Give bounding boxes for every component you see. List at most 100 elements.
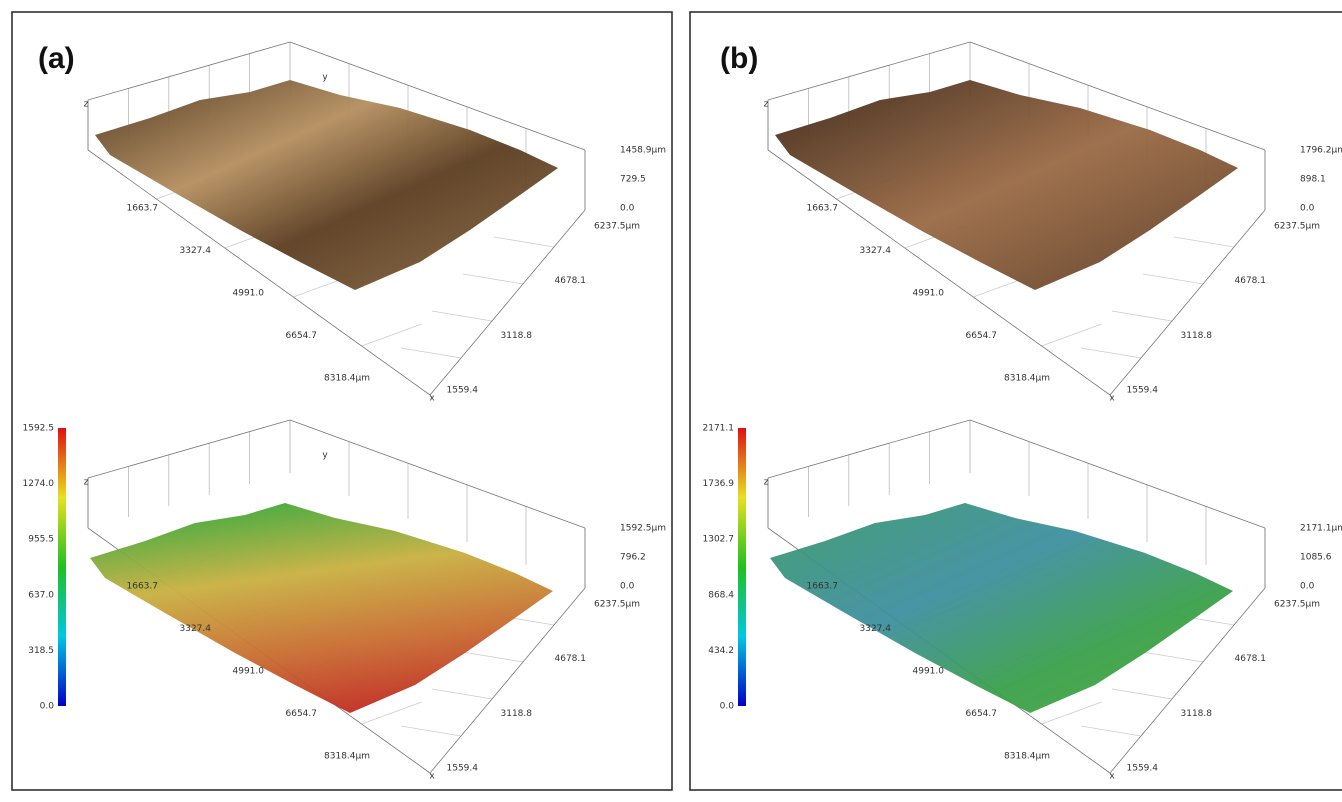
x-tick-label: 6654.7 xyxy=(286,331,318,341)
x-tick-label: 8318.4μm xyxy=(324,752,370,762)
grid-line xyxy=(432,311,492,321)
x-tick-label: 6654.7 xyxy=(966,709,998,719)
axis-line xyxy=(290,420,585,528)
colorbar xyxy=(738,428,746,706)
surface xyxy=(95,80,558,290)
z-tick-label: 1458.9μm xyxy=(620,146,666,156)
z-tick-label: 1085.6 xyxy=(1300,553,1332,563)
axis-name: x xyxy=(1109,394,1115,404)
z-tick-label: 0.0 xyxy=(1300,204,1315,214)
x-tick-label: 8318.4μm xyxy=(1004,374,1050,384)
z-tick-label: 0.0 xyxy=(620,582,635,592)
axis-name: y xyxy=(322,73,328,83)
z-tick-label: 729.5 xyxy=(620,175,646,185)
grid-line xyxy=(432,689,492,699)
axis-name: z xyxy=(764,478,769,488)
y-tick-label: 6237.5μm xyxy=(594,600,640,610)
grid-line xyxy=(401,348,461,358)
surface xyxy=(770,503,1233,713)
z-tick-label: 1592.5μm xyxy=(620,524,666,534)
x-tick-label: 3327.4 xyxy=(180,246,212,256)
axis-name: x xyxy=(1109,772,1115,782)
z-tick-label: 0.0 xyxy=(620,204,635,214)
x-tick-label: 1663.7 xyxy=(127,582,159,592)
y-tick-label: 4678.1 xyxy=(1235,654,1267,664)
y-tick-label: 1559.4 xyxy=(1127,764,1159,774)
colorbar xyxy=(58,428,66,706)
x-tick-label: 6654.7 xyxy=(966,331,998,341)
colorbar-label: 1592.5 xyxy=(23,424,55,434)
y-tick-label: 4678.1 xyxy=(1235,276,1267,286)
y-tick-label: 4678.1 xyxy=(555,276,587,286)
grid-line xyxy=(1042,324,1102,346)
x-tick-label: 3327.4 xyxy=(180,624,212,634)
surface xyxy=(90,503,553,713)
colorbar-label: 1302.7 xyxy=(703,535,735,545)
grid-line xyxy=(1081,726,1141,736)
grid-line xyxy=(1143,652,1203,662)
y-tick-label: 3118.8 xyxy=(1181,331,1213,341)
x-tick-label: 1663.7 xyxy=(807,582,839,592)
colorbar-label: 1274.0 xyxy=(23,479,55,489)
colorbar-label: 2171.1 xyxy=(703,424,735,434)
y-tick-label: 4678.1 xyxy=(555,654,587,664)
x-tick-label: 3327.4 xyxy=(860,624,892,634)
colorbar-label: 0.0 xyxy=(720,702,735,712)
y-tick-label: 6237.5μm xyxy=(594,222,640,232)
panel-label: (a) xyxy=(38,42,75,75)
colorbar-label: 434.2 xyxy=(708,646,734,656)
axis-name: x xyxy=(429,394,435,404)
grid-line xyxy=(1112,689,1172,699)
y-tick-label: 3118.8 xyxy=(501,331,533,341)
grid-line xyxy=(362,702,422,724)
grid-line xyxy=(1042,702,1102,724)
colorbar-label: 637.0 xyxy=(28,590,54,600)
figure: (a) (b) z y x 1663.7 3327.4 4991.0 6654.7 8318.… xyxy=(0,0,1342,798)
x-tick-label: 4991.0 xyxy=(913,667,945,677)
z-tick-label: 796.2 xyxy=(620,553,646,563)
colorbar-label: 318.5 xyxy=(28,646,54,656)
y-tick-label: 6237.5μm xyxy=(1274,600,1320,610)
x-tick-label: 4991.0 xyxy=(233,289,265,299)
axis-name: y xyxy=(322,451,328,461)
z-tick-label: 898.1 xyxy=(1300,175,1326,185)
x-tick-label: 4991.0 xyxy=(913,289,945,299)
colorbar-label: 868.4 xyxy=(708,590,734,600)
y-tick-label: 1559.4 xyxy=(447,386,479,396)
grid-line xyxy=(1143,274,1203,284)
axis-name: z xyxy=(84,100,89,110)
grid-line xyxy=(494,237,554,247)
grid-line xyxy=(1081,348,1141,358)
x-tick-label: 1663.7 xyxy=(127,204,159,214)
grid-line xyxy=(1112,311,1172,321)
z-tick-label: 1796.2μm xyxy=(1300,146,1342,156)
axis-name: x xyxy=(429,772,435,782)
axis-name: z xyxy=(764,100,769,110)
grid-line xyxy=(463,652,523,662)
z-tick-label: 0.0 xyxy=(1300,582,1315,592)
x-tick-label: 6654.7 xyxy=(286,709,318,719)
y-tick-label: 3118.8 xyxy=(1181,709,1213,719)
axis-line xyxy=(768,420,970,478)
axis-line xyxy=(970,420,1265,528)
grid-line xyxy=(1174,237,1234,247)
x-tick-label: 8318.4μm xyxy=(324,374,370,384)
colorbar-label: 955.5 xyxy=(28,535,54,545)
grid-line xyxy=(362,324,422,346)
y-tick-label: 1559.4 xyxy=(447,764,479,774)
x-tick-label: 3327.4 xyxy=(860,246,892,256)
z-tick-label: 2171.1μm xyxy=(1300,524,1342,534)
grid-line xyxy=(463,274,523,284)
axis-line xyxy=(88,420,290,478)
colorbar-label: 0.0 xyxy=(40,702,55,712)
surface xyxy=(775,80,1238,290)
x-tick-label: 8318.4μm xyxy=(1004,752,1050,762)
y-tick-label: 3118.8 xyxy=(501,709,533,719)
grid-line xyxy=(401,726,461,736)
y-tick-label: 1559.4 xyxy=(1127,386,1159,396)
axis-name: z xyxy=(84,478,89,488)
panel-label: (b) xyxy=(720,42,758,75)
x-tick-label: 1663.7 xyxy=(807,204,839,214)
y-tick-label: 6237.5μm xyxy=(1274,222,1320,232)
x-tick-label: 4991.0 xyxy=(233,667,265,677)
